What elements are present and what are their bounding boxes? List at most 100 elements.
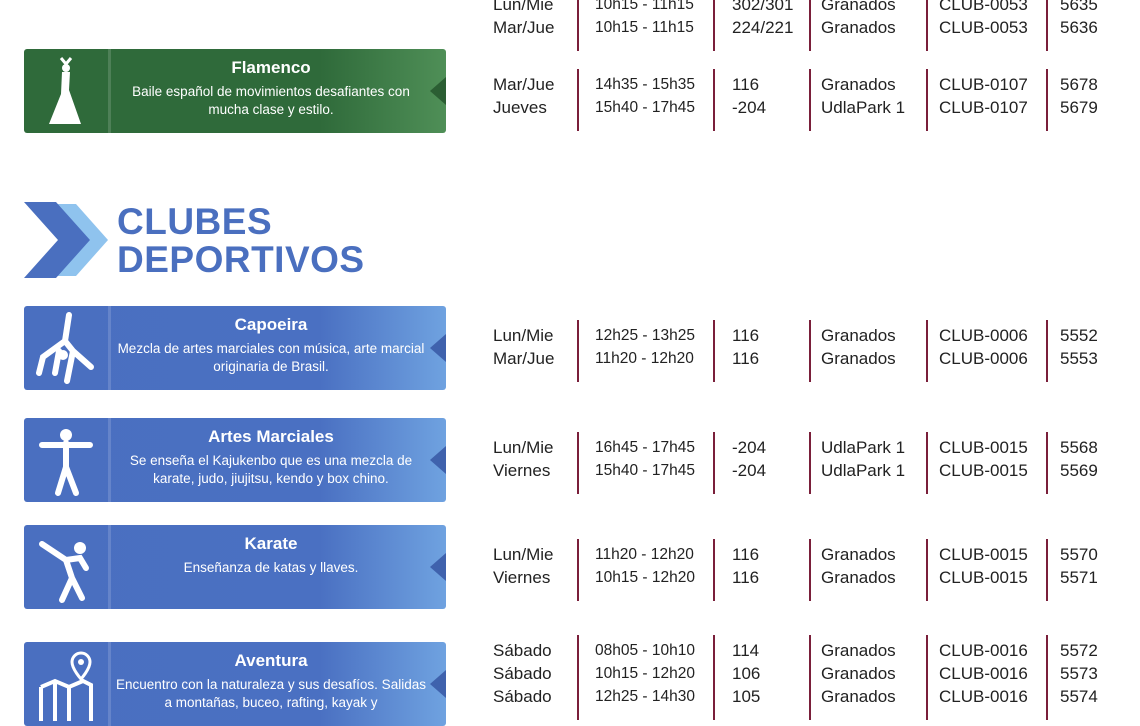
schedule-day: Mar/Jue <box>493 349 555 368</box>
activity-description: Se enseña el Kajukenbo que es una mezcla… <box>129 453 413 486</box>
notch-arrow-icon <box>430 446 446 474</box>
column-divider <box>1046 0 1048 51</box>
martial-arts-icon <box>24 418 111 502</box>
schedule-code: CLUB-0016 <box>939 687 1028 706</box>
schedule-code: CLUB-0015 <box>939 438 1028 457</box>
schedule-day: Lun/Mie <box>493 545 554 564</box>
notch-arrow-icon <box>430 77 446 105</box>
schedule-room: 116 <box>732 75 760 94</box>
schedule-time: 12h25 - 14h30 <box>595 688 695 705</box>
column-divider <box>1046 320 1048 382</box>
schedule-campus: Granados <box>821 687 896 706</box>
notch-arrow-icon <box>430 334 446 362</box>
schedule-room: 106 <box>732 664 761 683</box>
schedule-campus: UdlaPark 1 <box>821 461 906 480</box>
column-divider <box>577 0 579 51</box>
activity-title: Flamenco <box>231 58 311 77</box>
schedule-day: Jueves <box>493 98 547 117</box>
section-chevron-icon <box>24 200 114 285</box>
column-divider <box>809 432 811 494</box>
schedule-campus: UdlaPark 1 <box>821 98 906 117</box>
schedule-time: 10h15 - 11h15 <box>595 19 694 36</box>
schedule-code: CLUB-0006 <box>939 326 1028 345</box>
activity-description: Mezcla de artes marciales con música, ar… <box>117 341 425 374</box>
schedule-code: CLUB-0015 <box>939 568 1028 587</box>
notch-arrow-icon <box>430 670 446 698</box>
column-divider <box>809 0 811 51</box>
schedule-room: 116 <box>732 545 760 564</box>
schedule-day: Lun/Mie <box>493 438 554 457</box>
schedule-room: 116 <box>732 326 760 345</box>
activity-description: Encuentro con la naturaleza y sus desafí… <box>116 677 426 710</box>
schedule-time: 10h15 - 12h20 <box>595 665 695 682</box>
column-divider <box>713 432 715 494</box>
schedule-time: 11h20 - 12h20 <box>595 350 694 367</box>
notch-arrow-icon <box>430 553 446 581</box>
activity-card-capoeira: Capoeira Mezcla de artes marciales con mú… <box>24 306 446 390</box>
schedule-nrc: 5571 <box>1060 568 1098 587</box>
schedule-room: 224/221 <box>732 18 794 37</box>
section-heading: CLUBES DEPORTIVOS <box>117 203 365 279</box>
schedule-room: -204 <box>732 98 767 117</box>
schedule-time: 12h25 - 13h25 <box>595 327 695 344</box>
schedule-code: CLUB-0006 <box>939 349 1028 368</box>
schedule-code: CLUB-0053 <box>939 0 1028 14</box>
schedule-day: Sábado <box>493 687 552 706</box>
column-divider <box>809 320 811 382</box>
flamenco-dancer-icon <box>24 49 111 133</box>
section-heading-line2: DEPORTIVOS <box>117 239 365 280</box>
schedule-day: Sábado <box>493 641 552 660</box>
column-divider <box>713 69 715 131</box>
map-pin-icon <box>24 642 111 726</box>
schedule-room: 105 <box>732 687 761 706</box>
schedule-room: 116 <box>732 568 760 587</box>
schedule-campus: Granados <box>821 568 896 587</box>
column-divider <box>577 69 579 131</box>
schedule-campus: Granados <box>821 641 896 660</box>
schedule-room: 114 <box>732 641 760 660</box>
schedule-campus: Granados <box>821 18 896 37</box>
column-divider <box>713 0 715 51</box>
schedule-day: Mar/Jue <box>493 75 555 94</box>
column-divider <box>926 539 928 601</box>
column-divider <box>1046 69 1048 131</box>
section-heading-line1: CLUBES <box>117 201 273 242</box>
column-divider <box>577 432 579 494</box>
schedule-time: 11h20 - 12h20 <box>595 546 694 563</box>
schedule-day: Viernes <box>493 461 551 480</box>
schedule-campus: UdlaPark 1 <box>821 438 906 457</box>
schedule-code: CLUB-0107 <box>939 98 1028 117</box>
column-divider <box>926 69 928 131</box>
column-divider <box>1046 539 1048 601</box>
schedule-nrc: 5572 <box>1060 641 1098 660</box>
column-divider <box>926 635 928 720</box>
schedule-time: 15h40 - 17h45 <box>595 99 695 116</box>
schedule-campus: Granados <box>821 0 896 14</box>
column-divider <box>577 320 579 382</box>
schedule-nrc: 5636 <box>1060 18 1098 37</box>
schedule-code: CLUB-0053 <box>939 18 1028 37</box>
schedule-room: 302/301 <box>732 0 794 14</box>
column-divider <box>809 69 811 131</box>
schedule-campus: Granados <box>821 545 896 564</box>
schedule-time: 15h40 - 17h45 <box>595 462 695 479</box>
schedule-time: 14h35 - 15h35 <box>595 76 695 93</box>
schedule-code: CLUB-0107 <box>939 75 1028 94</box>
schedule-nrc: 5573 <box>1060 664 1098 683</box>
column-divider <box>713 320 715 382</box>
schedule-campus: Granados <box>821 75 896 94</box>
schedule-day: Viernes <box>493 568 551 587</box>
schedule-campus: Granados <box>821 326 896 345</box>
schedule-day: Mar/Jue <box>493 18 555 37</box>
schedule-time: 08h05 - 10h10 <box>595 642 695 659</box>
schedule-campus: Granados <box>821 664 896 683</box>
column-divider <box>577 635 579 720</box>
column-divider <box>809 635 811 720</box>
column-divider <box>809 539 811 601</box>
schedule-nrc: 5568 <box>1060 438 1098 457</box>
activity-card-aventura: Aventura Encuentro con la naturaleza y su… <box>24 642 446 726</box>
column-divider <box>1046 432 1048 494</box>
activity-description: Baile español de movimientos desafiantes… <box>132 84 410 117</box>
activity-title: Aventura <box>234 651 308 670</box>
capoeira-icon <box>24 306 111 390</box>
